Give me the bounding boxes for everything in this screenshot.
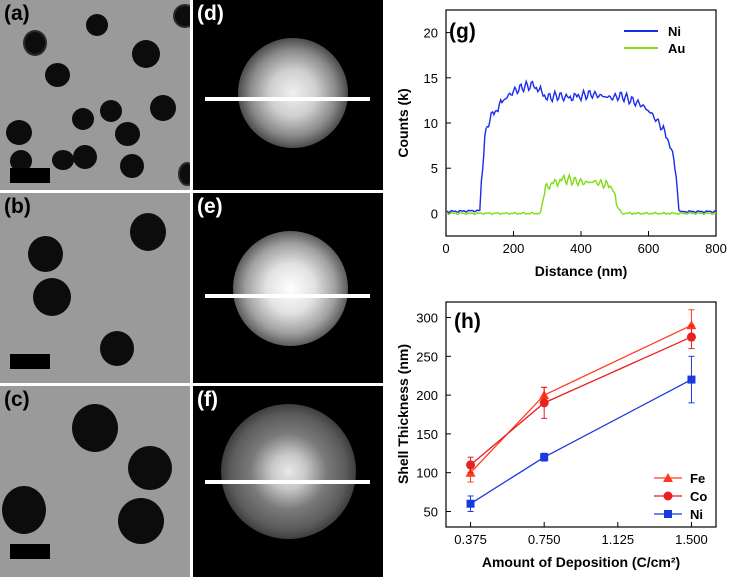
legend-label-fe: Fe bbox=[690, 471, 705, 486]
x-tick-label: 400 bbox=[570, 241, 592, 256]
x-tick-label: 0.375 bbox=[454, 532, 487, 547]
scale-bar bbox=[10, 168, 50, 183]
legend: Fe Co Ni bbox=[654, 471, 707, 522]
legend-marker-fe bbox=[663, 473, 673, 482]
data-point-ni bbox=[540, 453, 549, 462]
haadf-image-e: (e) bbox=[193, 193, 383, 383]
x-tick-label: 0 bbox=[442, 241, 449, 256]
panel-label-d: (d) bbox=[197, 2, 224, 25]
y-tick-label: 300 bbox=[416, 311, 438, 326]
tem-image-b: (b) bbox=[0, 193, 190, 383]
panel-label-h: (h) bbox=[454, 310, 481, 333]
y-axis-label: Counts (k) bbox=[395, 88, 411, 157]
scale-bar bbox=[10, 544, 50, 559]
linescan-line bbox=[205, 294, 370, 298]
x-axis-label: Distance (nm) bbox=[535, 263, 628, 279]
x-tick-label: 1.500 bbox=[675, 532, 708, 547]
data-point-ni bbox=[466, 499, 475, 508]
series-line-ni bbox=[445, 79, 717, 214]
y-tick-label: 250 bbox=[416, 349, 438, 364]
y-tick-label: 20 bbox=[424, 26, 438, 41]
legend-label-au: Au bbox=[668, 41, 685, 56]
series-line-ni bbox=[470, 379, 692, 505]
legend-label-ni: Ni bbox=[668, 24, 681, 39]
legend: Ni Au bbox=[624, 24, 685, 56]
data-point-co bbox=[686, 332, 696, 342]
y-tick-label: 5 bbox=[431, 161, 438, 176]
x-tick-label: 200 bbox=[503, 241, 525, 256]
panel-label-e: (e) bbox=[197, 195, 223, 218]
y-tick-label: 50 bbox=[424, 504, 438, 519]
linescan-line bbox=[205, 97, 370, 101]
x-tick-label: 600 bbox=[638, 241, 660, 256]
tem-image-c: (c) bbox=[0, 386, 190, 577]
y-tick-label: 0 bbox=[431, 206, 438, 221]
y-tick-label: 15 bbox=[424, 71, 438, 86]
series-line-fe bbox=[470, 324, 692, 474]
legend-marker-ni bbox=[664, 510, 672, 518]
y-axis-label: Shell Thickness (nm) bbox=[395, 344, 411, 484]
data-point-co bbox=[466, 460, 476, 470]
x-tick-label: 800 bbox=[705, 241, 727, 256]
legend-label-co: Co bbox=[690, 489, 707, 504]
x-tick-label: 0.750 bbox=[528, 532, 561, 547]
scale-bar bbox=[10, 354, 50, 369]
panel-label-g: (g) bbox=[449, 20, 476, 43]
panel-label-b: (b) bbox=[4, 195, 31, 218]
series-line-co bbox=[470, 336, 692, 466]
panel-label-c: (c) bbox=[4, 388, 30, 411]
y-tick-label: 100 bbox=[416, 466, 438, 481]
series-line-au bbox=[446, 172, 717, 216]
linescan-line bbox=[205, 480, 370, 484]
haadf-image-f: (f) bbox=[193, 386, 383, 577]
chart-h-shell-thickness: 0.375 0.750 1.125 1.500 50 100 150 200 250 300 (h… bbox=[395, 301, 717, 570]
data-point-co bbox=[539, 398, 549, 408]
data-point-ni bbox=[687, 375, 696, 384]
panel-label-a: (a) bbox=[4, 2, 30, 25]
y-tick-label: 150 bbox=[416, 427, 438, 442]
tem-image-a: (a) bbox=[0, 0, 190, 190]
panel-label-f: (f) bbox=[197, 388, 218, 411]
haadf-image-d: (d) bbox=[193, 0, 383, 190]
chart-g-linescan: 0 200 400 600 800 0 5 10 15 20 (g) Ni Au Distance… bbox=[395, 9, 727, 279]
y-tick-label: 200 bbox=[416, 388, 438, 403]
y-tick-label: 10 bbox=[424, 116, 438, 131]
x-axis-label: Amount of Deposition (C/cm²) bbox=[482, 554, 680, 570]
x-tick-label: 1.125 bbox=[602, 532, 635, 547]
legend-label-ni: Ni bbox=[690, 507, 703, 522]
legend-marker-co bbox=[663, 491, 673, 501]
